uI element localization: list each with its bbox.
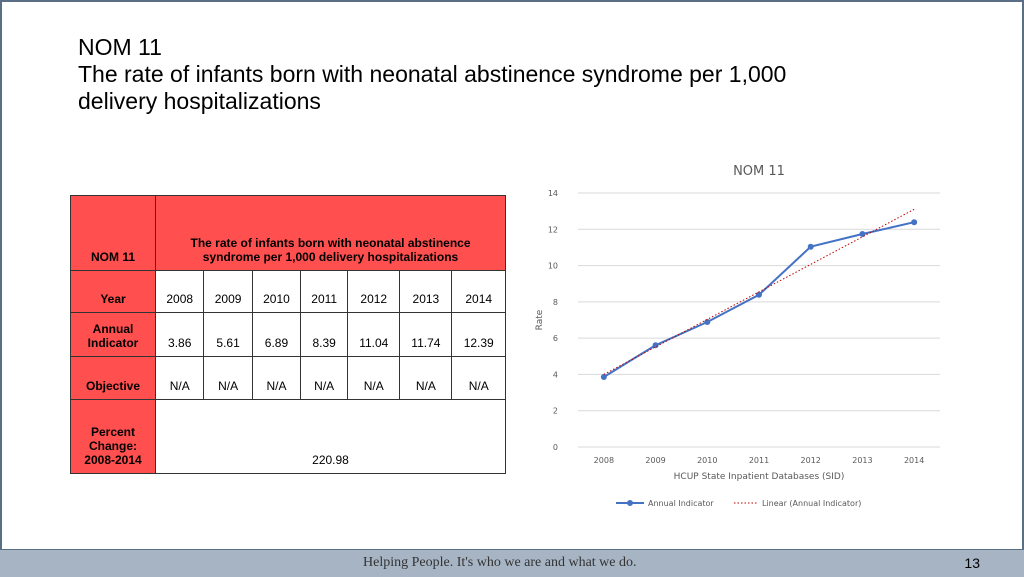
annual-cell: 3.86	[154, 312, 205, 357]
table-row: Annual Indicator 3.86 5.61 6.89 8.39 11.…	[70, 312, 506, 357]
chart-title: NOM 11	[733, 164, 785, 179]
row-label-annual: Annual Indicator	[70, 312, 156, 357]
year-cell: 2008	[154, 270, 205, 314]
line-chart: NOM 11 0 2 4 6 8 10 12 14 2008 2009 2010 2011 2012 201…	[535, 164, 940, 508]
row-label-objective: Objective	[70, 355, 156, 400]
row-label-percent: Percent Change: 2008-2014	[70, 398, 156, 475]
x-axis-label: HCUP State Inpatient Databases (SID)	[674, 472, 845, 482]
annual-cell: 11.04	[347, 312, 401, 357]
legend-label-linear: Linear (Annual Indicator)	[762, 499, 861, 508]
annual-cell: 5.61	[203, 312, 253, 357]
y-tick-label: 8	[553, 298, 558, 307]
page-number: 13	[964, 555, 980, 571]
table-row: Year 2008 2009 2010 2011 2012 2013 2014	[70, 270, 506, 314]
footer-bar: Helping People. It's who we are and what…	[0, 549, 1024, 577]
objective-cell: N/A	[300, 355, 349, 400]
x-tick-label: 2011	[749, 456, 769, 465]
year-cell: 2009	[203, 270, 253, 314]
table-header-text: The rate of infants born with neonatal a…	[190, 236, 471, 265]
data-point	[807, 243, 814, 250]
table-row: Objective N/A N/A N/A N/A N/A N/A N/A	[70, 355, 506, 400]
y-tick-label: 4	[553, 370, 558, 379]
annual-cell: 11.74	[399, 312, 453, 357]
title-line-2: The rate of infants born with neonatal a…	[78, 61, 787, 87]
title-line-3: delivery hospitalizations	[78, 88, 321, 114]
y-tick-label: 12	[548, 225, 558, 234]
x-tick-label: 2010	[697, 456, 717, 465]
table-header: The rate of infants born with neonatal a…	[155, 194, 506, 272]
table-row: Percent Change: 2008-2014 220.98	[70, 398, 506, 475]
x-tick-label: 2009	[645, 456, 665, 465]
legend-marker-annual	[627, 500, 633, 506]
objective-cell: N/A	[347, 355, 401, 400]
table-corner: NOM 11	[70, 194, 156, 272]
x-tick-label: 2013	[852, 456, 872, 465]
y-tick-label: 6	[553, 334, 558, 343]
y-tick-label: 10	[548, 262, 558, 271]
year-cell: 2011	[300, 270, 349, 314]
legend-label-annual: Annual Indicator	[648, 499, 714, 508]
annual-cell: 8.39	[300, 312, 349, 357]
x-tick-label: 2008	[594, 456, 614, 465]
data-point	[756, 291, 762, 298]
row-label-annual-text: Annual Indicator	[87, 321, 139, 350]
y-tick-label: 0	[553, 443, 558, 452]
data-point	[911, 219, 918, 226]
data-table: NOM 11 The rate of infants born with neo…	[70, 194, 506, 475]
objective-cell: N/A	[154, 355, 205, 400]
title-line-1: NOM 11	[78, 34, 162, 60]
objective-cell: N/A	[451, 355, 506, 400]
data-point	[704, 318, 711, 325]
objective-cell: N/A	[399, 355, 453, 400]
slide-title: NOM 11 The rate of infants born with neo…	[78, 34, 938, 115]
data-point	[652, 342, 659, 349]
row-label-percent-text: Percent Change: 2008-2014	[84, 425, 142, 467]
x-tick-label: 2012	[801, 456, 821, 465]
x-tick-label: 2014	[904, 456, 924, 465]
annual-cell: 12.39	[451, 312, 506, 357]
footer-slogan: Helping People. It's who we are and what…	[363, 555, 637, 570]
data-point	[600, 373, 607, 380]
row-label-year: Year	[70, 270, 156, 314]
series-line	[603, 221, 915, 378]
y-axis-label: Rate	[535, 309, 545, 330]
year-cell: 2014	[451, 270, 506, 314]
annual-cell: 6.89	[251, 312, 302, 357]
year-cell: 2010	[251, 270, 302, 314]
year-cell: 2013	[399, 270, 453, 314]
objective-cell: N/A	[203, 355, 253, 400]
percent-cell: 220.98	[155, 398, 506, 475]
year-cell: 2012	[347, 270, 401, 314]
y-tick-label: 14	[548, 189, 558, 198]
trendline	[603, 208, 915, 375]
objective-cell: N/A	[251, 355, 302, 400]
y-tick-label: 2	[553, 407, 558, 416]
